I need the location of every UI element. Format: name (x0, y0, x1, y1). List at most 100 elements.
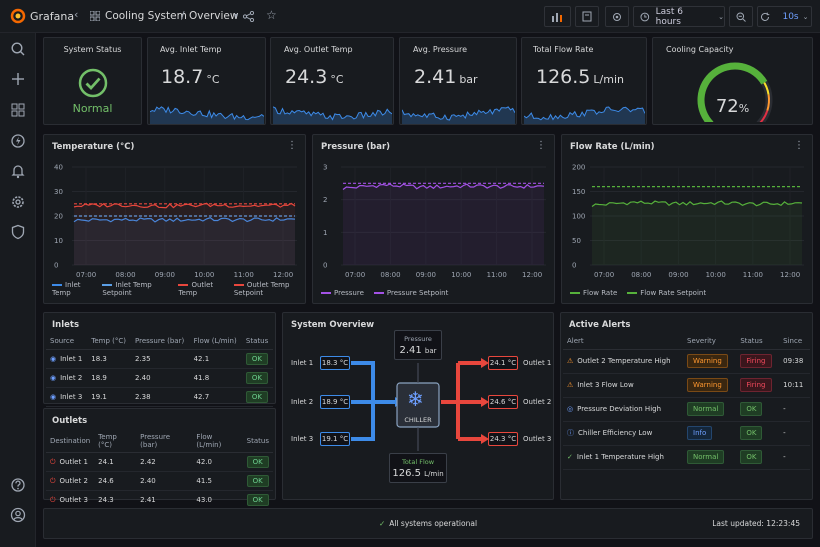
column-header[interactable]: Flow (L/min) (189, 334, 242, 350)
gear-icon[interactable] (10, 194, 26, 210)
plus-icon[interactable] (10, 71, 26, 87)
search-icon[interactable] (10, 41, 26, 57)
legend-item[interactable]: Outlet Temp Setpoint (233, 281, 305, 297)
stat-value: 24.3 °C (285, 66, 393, 88)
total-flow-box: Total Flow 126.5 L/min (389, 453, 447, 483)
series-area (74, 203, 295, 265)
table-row[interactable]: ⏻ Outlet 1 24.1 2.42 42.0 OK (46, 452, 273, 472)
save-dashboard-button[interactable] (575, 6, 599, 27)
destination-cell: ⏻ Outlet 1 (46, 452, 95, 472)
column-header[interactable]: Status (242, 430, 273, 453)
alert-row[interactable]: ✓ Inlet 1 Temperature High Normal OK - (563, 445, 810, 470)
breadcrumb-dashboard[interactable]: Overview (189, 10, 239, 22)
bell-icon[interactable] (10, 163, 26, 179)
outlet-label: Outlet 1 (523, 359, 552, 367)
x-tick-label: 12:00 (780, 271, 800, 279)
user-avatar-icon[interactable] (10, 507, 26, 523)
panel-menu-icon[interactable]: ⋮ (536, 140, 546, 151)
outlet-temp-box[interactable]: 24.3 °C (488, 432, 518, 446)
help-icon[interactable] (10, 477, 26, 493)
alert-row[interactable]: ⚠ Inlet 3 Flow Low Warning Firing 10:11 (563, 373, 810, 398)
inlet-temp-box[interactable]: 18.9 °C (320, 395, 350, 409)
pressure-unit: bar (424, 347, 437, 355)
legend-item[interactable]: Pressure (321, 289, 364, 297)
column-header[interactable]: Alert (563, 334, 683, 350)
check-circle-icon (78, 68, 108, 98)
inlet-temp-box[interactable]: 18.3 °C (320, 356, 350, 370)
legend-item[interactable]: Flow Rate Setpoint (627, 289, 706, 297)
alert-row[interactable]: ◎ Pressure Deviation High Normal OK - (563, 397, 810, 422)
table-row[interactable]: ⏻ Outlet 3 24.3 2.41 43.0 OK (46, 490, 273, 510)
series-line (73, 217, 296, 223)
stat-title: Cooling Capacity (666, 45, 734, 54)
column-header[interactable]: Severity (683, 334, 737, 350)
shield-icon[interactable] (10, 224, 26, 240)
time-range-picker[interactable]: Last 6 hours ⌄ (633, 6, 725, 27)
series-area (592, 201, 802, 265)
column-header[interactable]: Since (779, 334, 810, 350)
x-tick-label: 10:00 (451, 271, 471, 279)
column-header[interactable]: Destination (46, 430, 95, 453)
table-row[interactable]: ◉ Inlet 2 18.9 2.40 41.8 OK (46, 368, 273, 388)
temp-cell: 24.3 (94, 490, 137, 510)
settings-button[interactable] (605, 6, 629, 27)
grafana-logo-icon[interactable] (10, 8, 26, 24)
alert-row[interactable]: ⓘ Chiller Efficiency Low Info OK - (563, 421, 810, 446)
column-header[interactable]: Status (241, 334, 273, 350)
column-header[interactable]: Status (736, 334, 780, 350)
chevron-down-icon[interactable]: ▾ (234, 11, 239, 20)
star-icon[interactable]: ☆ (266, 8, 277, 22)
breadcrumb-folder[interactable]: Cooling System (105, 10, 187, 22)
stat-number: 18.7 (161, 66, 204, 88)
table-row[interactable]: ◉ Inlet 1 18.3 2.35 42.1 OK (46, 349, 273, 369)
gear-icon (613, 12, 621, 21)
dashboards-icon[interactable] (10, 102, 26, 118)
panel-menu-icon[interactable]: ⋮ (287, 140, 297, 151)
legend-swatch (233, 284, 244, 286)
add-panel-button[interactable] (544, 6, 571, 27)
status-badge: OK (740, 450, 763, 464)
column-header[interactable]: Flow (L/min) (192, 430, 243, 453)
legend-item[interactable]: Inlet Temp Setpoint (102, 281, 168, 297)
alert-cell: ◎ Pressure Deviation High (563, 397, 683, 422)
status-value: Normal (72, 102, 113, 115)
inlet-temp-box[interactable]: 19.1 °C (320, 432, 350, 446)
x-tick-label: 07:00 (594, 271, 614, 279)
chart-legend: Flow Rate Flow Rate Setpoint (570, 289, 706, 297)
explore-icon[interactable] (10, 133, 26, 149)
source-cell: ◉ Inlet 3 (46, 387, 88, 407)
legend-item[interactable]: Inlet Temp (52, 281, 92, 297)
table-row[interactable]: ⏻ Outlet 2 24.6 2.40 41.5 OK (46, 471, 273, 491)
column-header[interactable]: Temp (°C) (94, 430, 137, 453)
refresh-button[interactable]: 10s ⌄ (757, 6, 812, 27)
table-row[interactable]: ◉ Inlet 3 19.1 2.38 42.7 OK (46, 387, 273, 407)
legend-item[interactable]: Flow Rate (570, 289, 617, 297)
column-header[interactable]: Source (46, 334, 88, 350)
status-badge: OK (245, 390, 269, 403)
x-tick-label: 09:00 (416, 271, 436, 279)
collapse-icon[interactable]: ‹ (74, 8, 79, 21)
column-header[interactable]: Pressure (bar) (131, 334, 190, 350)
column-header[interactable]: Temp (°C) (87, 334, 131, 350)
status-badge: Firing (740, 378, 772, 392)
alert-row[interactable]: ⚠ Outlet 2 Temperature High Warning Firin… (563, 349, 810, 374)
zoom-out-button[interactable] (729, 6, 753, 27)
outlets-panel: Outlets Destination Temp (°C) Pressure (… (43, 408, 276, 510)
panel-menu-icon[interactable]: ⋮ (794, 140, 804, 151)
system-overview-panel: System Overview ❄ CHILLER Pressure 2.41 … (282, 312, 554, 500)
share-icon[interactable] (243, 11, 254, 22)
outlet-temp-box[interactable]: 24.1 °C (488, 356, 518, 370)
source-cell: ◉ Inlet 1 (46, 349, 88, 369)
y-tick-label: 30 (54, 188, 63, 196)
column-header[interactable]: Pressure (bar) (136, 430, 193, 453)
legend-item[interactable]: Outlet Temp (178, 281, 223, 297)
y-tick-label: 1 (323, 229, 327, 237)
panel-title: Pressure (bar) (321, 142, 391, 152)
check-circle-icon: ✓ (378, 519, 386, 528)
outlet-temp-box[interactable]: 24.6 °C (488, 395, 518, 409)
status-badge: OK (245, 371, 269, 384)
legend-swatch (102, 284, 113, 286)
gauge-arc (697, 62, 768, 122)
legend-item[interactable]: Pressure Setpoint (373, 289, 448, 297)
snowflake-icon: ❄ (407, 387, 424, 411)
